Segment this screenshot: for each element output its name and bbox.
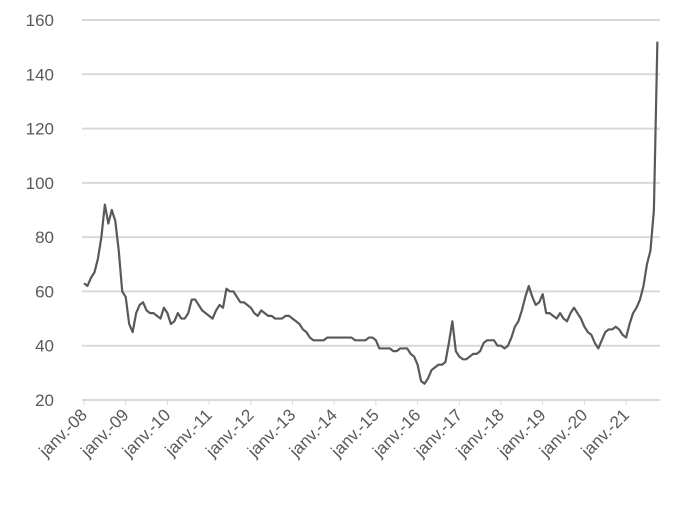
y-tick-label: 20 [35, 391, 54, 410]
y-tick-label: 160 [26, 11, 54, 30]
y-tick-label: 120 [26, 120, 54, 139]
y-tick-label: 40 [35, 337, 54, 356]
y-tick-label: 60 [35, 282, 54, 301]
y-tick-label: 100 [26, 174, 54, 193]
y-tick-label: 80 [35, 228, 54, 247]
y-tick-label: 140 [26, 65, 54, 84]
price-line [83, 41, 659, 385]
